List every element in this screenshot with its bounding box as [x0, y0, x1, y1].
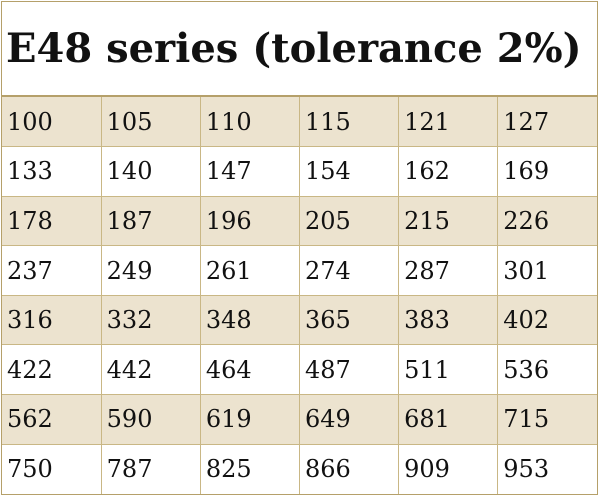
table-cell: 365 — [299, 295, 400, 346]
table-cell: 196 — [200, 196, 300, 247]
table-cell: 215 — [398, 196, 499, 247]
table-cell: 787 — [101, 444, 201, 494]
table-row: 178 187 196 205 215 226 — [2, 196, 597, 247]
table-cell: 110 — [200, 97, 300, 148]
table-row: 100 105 110 115 121 127 — [2, 97, 597, 148]
table-cell: 100 — [2, 97, 102, 148]
table-cell: 511 — [398, 344, 499, 396]
table-cell: 115 — [299, 97, 400, 148]
table-cell: 953 — [503, 455, 550, 484]
table-cell: 287 — [398, 245, 499, 296]
table-cell: 133 — [2, 146, 102, 197]
table-cell: 422 — [2, 344, 102, 396]
table-cell: 649 — [299, 394, 400, 445]
table-cell: 249 — [101, 245, 201, 296]
table-cell: 536 — [497, 344, 597, 396]
table-cell: 402 — [497, 295, 597, 346]
table-row: 750 787 825 866 909 953 — [2, 444, 597, 494]
table-cell: 825 — [200, 444, 300, 494]
table-cell: 348 — [200, 295, 300, 346]
table-cell: 274 — [299, 245, 400, 296]
table-cell: 261 — [200, 245, 300, 296]
table-cell: 487 — [299, 344, 400, 396]
table-cell: 383 — [398, 295, 499, 346]
table-title: E48 series (tolerance 2%) — [2, 2, 597, 97]
table-cell: 127 — [497, 97, 597, 148]
table-cell: 169 — [497, 146, 597, 197]
table-cell: 866 — [299, 444, 400, 494]
table-cell: 178 — [2, 196, 102, 247]
table-cell: 162 — [398, 146, 499, 197]
table-cell: 316 — [2, 295, 102, 346]
table-cell: 226 — [497, 196, 597, 247]
table-cell: 562 — [2, 394, 102, 445]
table-cell: 909 — [398, 444, 499, 494]
table-cell: 147 — [200, 146, 300, 197]
table-cell: 237 — [2, 245, 102, 296]
table-cell: 715 — [497, 394, 597, 445]
table-cell: 464 — [200, 344, 300, 396]
table-cell: 442 — [101, 344, 201, 396]
table-cell: 140 — [101, 146, 201, 197]
table-row: 562 590 619 649 681 715 — [2, 394, 597, 445]
table-cell: 750 — [2, 444, 102, 494]
table-row: 422 442 464 487 511 536 — [2, 344, 597, 396]
table-cell: 187 — [101, 196, 201, 247]
table-cell: 619 — [200, 394, 300, 445]
table-row: 316 332 348 365 383 402 — [2, 295, 597, 346]
table-cell: 205 — [299, 196, 400, 247]
table-cell: 105 — [101, 97, 201, 148]
table-row: 237 249 261 274 287 301 — [2, 245, 597, 296]
table-cell: 301 — [497, 245, 597, 296]
table-cell: 332 — [101, 295, 201, 346]
table-cell: 681 — [398, 394, 499, 445]
table-cell: 121 — [398, 97, 499, 148]
table-cell: 590 — [101, 394, 201, 445]
table-row: 133 140 147 154 162 169 — [2, 146, 597, 197]
table-cell: 154 — [299, 146, 400, 197]
values-grid: 100 105 110 115 121 127 133 140 147 154 … — [2, 97, 597, 494]
